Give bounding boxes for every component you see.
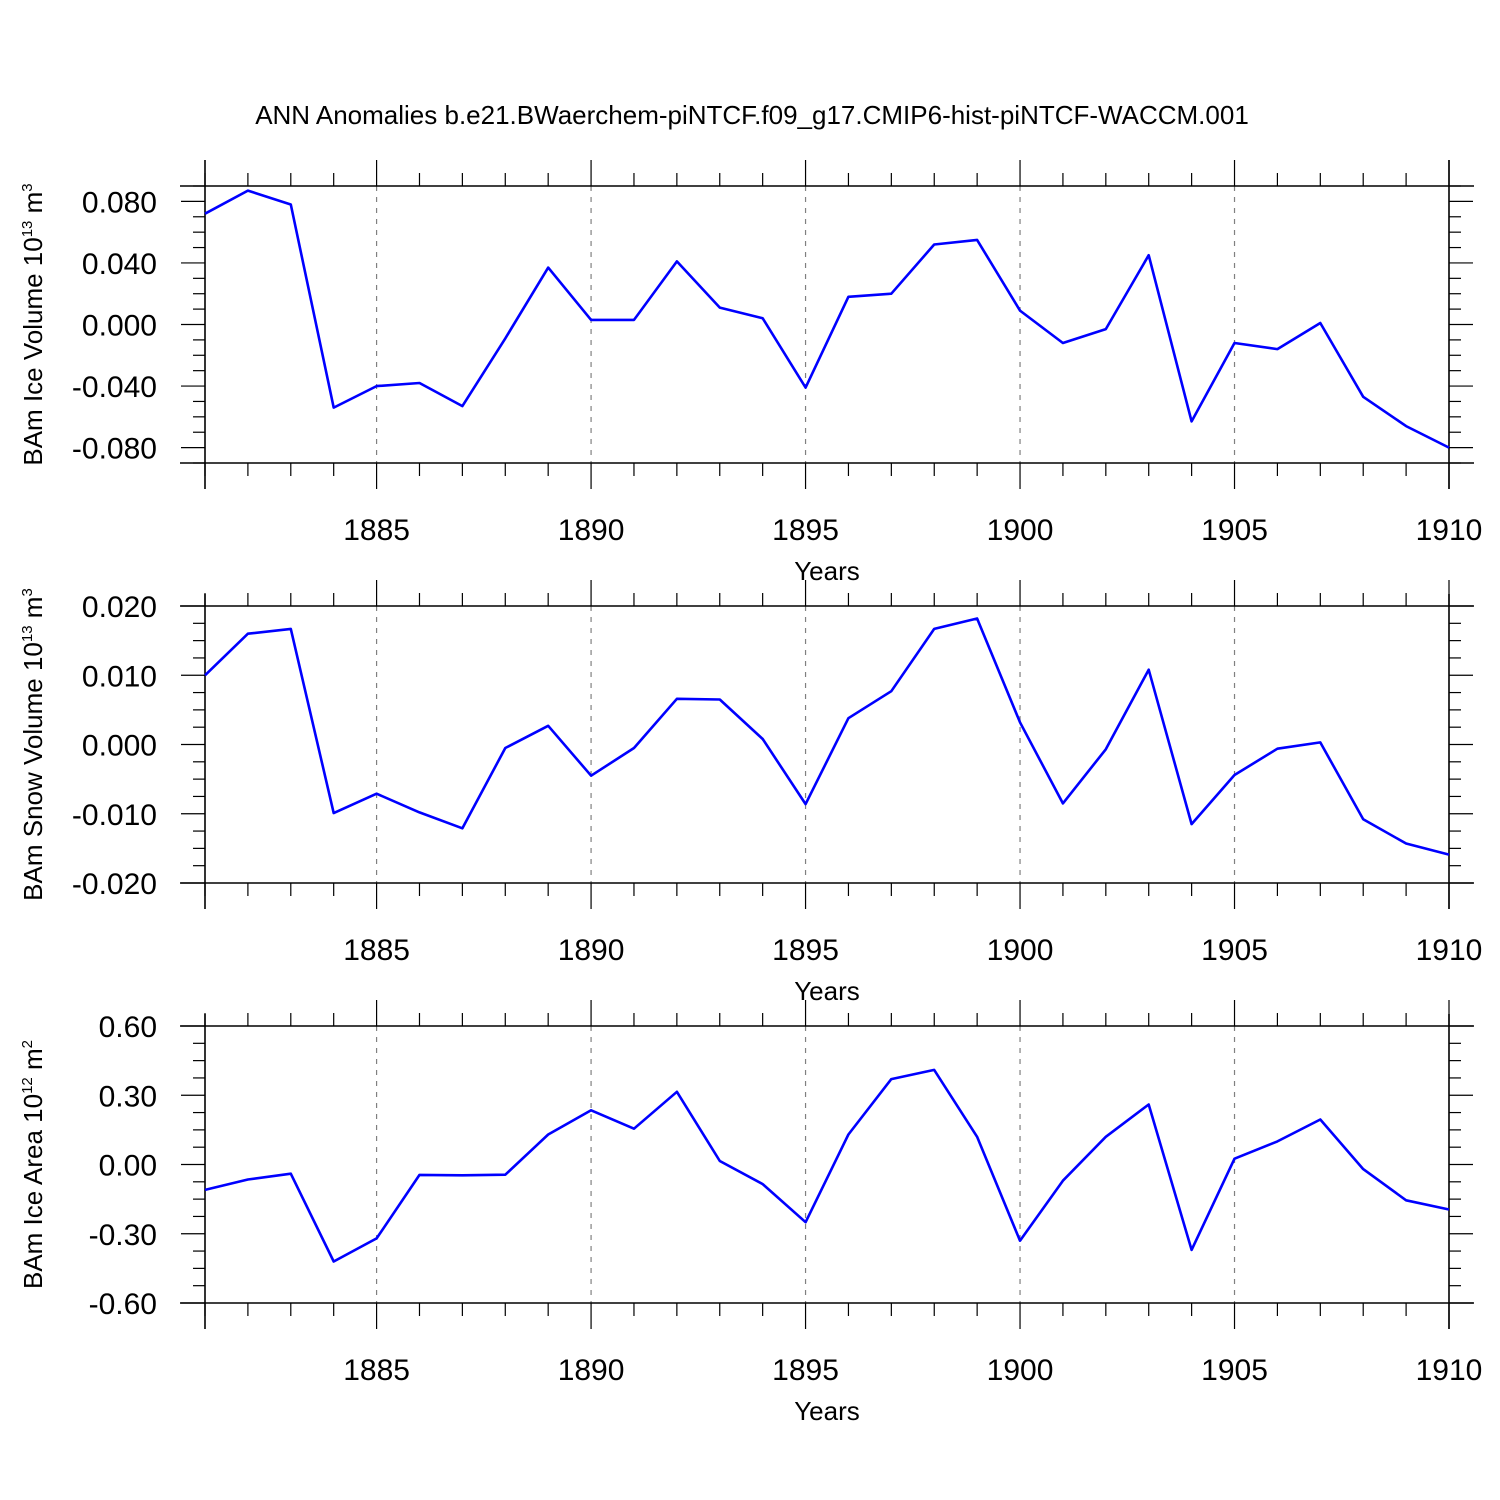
- chart-panel-2: -0.020 -0.010 0.000 0.010 0.020 1885 1890 1895 1…: [18, 580, 1482, 1006]
- y-tick-label: -0.30: [89, 1219, 157, 1252]
- x-tick-label: 1900: [987, 514, 1054, 547]
- x-tick-label: 1900: [987, 1354, 1054, 1387]
- chart-panel-3: -0.60 -0.30 0.00 0.30 0.60 1885 1890 1895 1900 19…: [18, 1000, 1482, 1426]
- y-tick-label: 0.30: [99, 1080, 157, 1113]
- x-axis-label: Years: [794, 556, 860, 586]
- y-axis-label-unit: m: [18, 192, 48, 221]
- series-line: [204, 1068, 1450, 1263]
- x-tick-label: 1890: [558, 514, 625, 547]
- panels: -0.080 -0.040 0.000 0.040 0.080 1885 1890 1895 1…: [18, 160, 1482, 1426]
- series-line: [204, 189, 1450, 449]
- x-tick-label: 1910: [1416, 1354, 1483, 1387]
- x-tick-label: 1885: [343, 514, 410, 547]
- y-axis-label-unit-exponent: 3: [19, 588, 36, 596]
- y-axis-label-text: BAm Ice Area 10: [18, 1094, 48, 1289]
- x-tick-label: 1885: [343, 1354, 410, 1387]
- x-axis-label: Years: [794, 976, 860, 1006]
- x-tick-label: 1895: [772, 1354, 839, 1387]
- y-tick-label: 0.080: [82, 186, 157, 219]
- x-axis-label: Years: [794, 1396, 860, 1426]
- y-axis-label-unit: m: [18, 1048, 48, 1077]
- y-axis-label-text: BAm Snow Volume 10: [18, 642, 48, 901]
- y-tick-label: 0.020: [82, 591, 157, 624]
- x-tick-label: 1900: [987, 934, 1054, 967]
- y-tick-label: -0.010: [72, 799, 157, 832]
- x-tick-label: 1905: [1201, 1354, 1268, 1387]
- x-tick-label: 1885: [343, 934, 410, 967]
- x-tick-label: 1895: [772, 514, 839, 547]
- figure-title: ANN Anomalies b.e21.BWaerchem-piNTCF.f09…: [255, 100, 1249, 130]
- y-tick-label: 0.010: [82, 660, 157, 693]
- x-tick-label: 1910: [1416, 934, 1483, 967]
- y-tick-label: 0.000: [82, 730, 157, 763]
- y-axis-label-exponent: 13: [19, 221, 36, 238]
- y-axis-label: BAm Snow Volume 1013 m3: [18, 588, 48, 901]
- series-line: [204, 617, 1450, 856]
- x-tick-label: 1895: [772, 934, 839, 967]
- y-axis-label-unit: m: [18, 597, 48, 626]
- y-axis-label-exponent: 12: [19, 1077, 36, 1094]
- y-tick-label: -0.080: [72, 433, 157, 466]
- x-tick-label: 1890: [558, 934, 625, 967]
- y-tick-label: -0.60: [89, 1288, 157, 1321]
- y-axis-label: BAm Ice Volume 1013 m3: [18, 183, 48, 465]
- x-tick-label: 1890: [558, 1354, 625, 1387]
- y-axis-label: BAm Ice Area 1012 m2: [18, 1040, 48, 1289]
- y-tick-label: 0.60: [99, 1011, 157, 1044]
- y-tick-label: 0.00: [99, 1150, 157, 1183]
- y-tick-label: -0.020: [72, 868, 157, 901]
- chart-panel-1: -0.080 -0.040 0.000 0.040 0.080 1885 1890 1895 1…: [18, 160, 1482, 586]
- x-tick-label: 1905: [1201, 514, 1268, 547]
- y-axis-label-text: BAm Ice Volume 10: [18, 237, 48, 465]
- y-axis-label-unit-exponent: 3: [19, 183, 36, 191]
- y-axis-label-exponent: 13: [19, 625, 36, 642]
- x-tick-label: 1905: [1201, 934, 1268, 967]
- y-axis-label-unit-exponent: 2: [19, 1040, 36, 1048]
- x-tick-label: 1910: [1416, 514, 1483, 547]
- y-tick-label: -0.040: [72, 371, 157, 404]
- y-tick-label: 0.000: [82, 310, 157, 343]
- y-tick-label: 0.040: [82, 248, 157, 281]
